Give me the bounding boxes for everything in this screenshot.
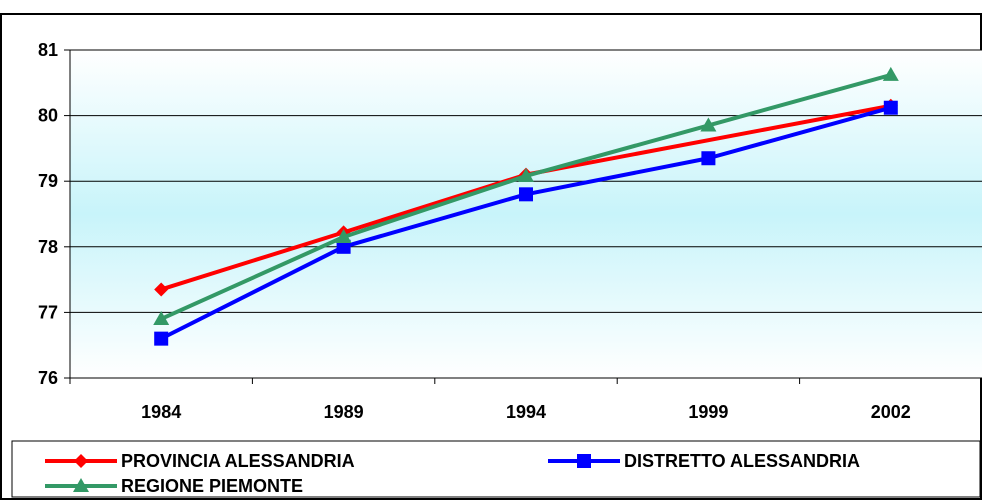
data-point xyxy=(882,66,899,81)
x-tick-label: 1994 xyxy=(506,402,546,422)
data-point xyxy=(153,310,170,325)
x-tick-label: 2002 xyxy=(871,402,911,422)
series-3 xyxy=(153,66,899,325)
x-tick-label: 1999 xyxy=(688,402,728,422)
y-tick-label: 76 xyxy=(38,368,58,388)
legend-label: PROVINCIA ALESSANDRIA xyxy=(121,451,355,471)
data-point xyxy=(883,100,898,115)
y-tick-label: 77 xyxy=(38,302,58,322)
series-line xyxy=(160,103,892,292)
y-tick-label: 80 xyxy=(38,106,58,126)
axes: 76 77 78 79 80 81 1984 1989 1994 1999 2002 xyxy=(38,40,982,422)
plot-area xyxy=(70,50,982,378)
legend-label: DISTRETTO ALESSANDRIA xyxy=(624,451,860,471)
legend-label: REGIONE PIEMONTE xyxy=(121,476,303,496)
data-point xyxy=(700,117,717,132)
data-point xyxy=(519,187,533,202)
legend-marker xyxy=(73,478,89,492)
data-point xyxy=(335,228,352,243)
y-tick-label: 79 xyxy=(38,171,58,191)
y-tick-label: 78 xyxy=(38,237,58,257)
series xyxy=(153,66,899,346)
series-2 xyxy=(154,100,898,346)
data-point xyxy=(154,282,169,297)
data-point xyxy=(518,167,534,182)
legend: PROVINCIA ALESSANDRIA DISTRETTO ALESSANDR… xyxy=(45,451,860,496)
legend-marker xyxy=(577,454,591,468)
data-point xyxy=(701,151,716,166)
legend-marker xyxy=(74,454,88,468)
legend-box xyxy=(11,440,981,498)
x-tick-label: 1984 xyxy=(141,402,181,422)
y-tick-label: 81 xyxy=(38,40,58,60)
data-point xyxy=(154,331,169,346)
x-tick-label: 1989 xyxy=(324,402,364,422)
data-point xyxy=(336,239,351,254)
